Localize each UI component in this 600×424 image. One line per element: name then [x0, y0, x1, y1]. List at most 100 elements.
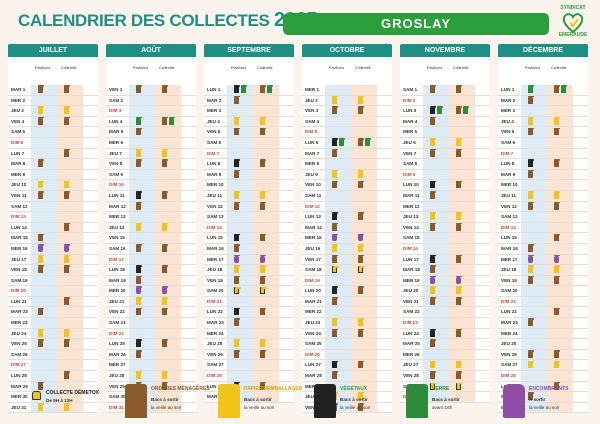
day-row: DIM 19	[302, 275, 392, 287]
day-label: VEN 19	[501, 277, 517, 283]
pavillons-cell	[521, 201, 547, 212]
demetox-bin-icon	[332, 266, 339, 274]
pavillons-cell	[31, 275, 57, 286]
bin-icons	[129, 127, 194, 136]
bin-icons	[423, 97, 488, 105]
day-label: MAR 23	[207, 320, 224, 326]
pavillons-cell	[129, 106, 155, 116]
legend-vegetal-line2: la veille au soir	[340, 405, 371, 410]
emballage-bin-icon	[259, 339, 266, 348]
pavillons-cell	[423, 286, 449, 296]
bin-icons	[325, 266, 390, 274]
day-row: SAM 12	[8, 201, 98, 213]
day-row: DIM 28	[204, 371, 294, 382]
day-label: DIM 7	[501, 150, 514, 156]
day-row: VEN 8	[106, 159, 196, 170]
day-row: DIM 12	[302, 201, 392, 213]
day-label: MAR 16	[207, 245, 224, 251]
day-label: MAR 2	[501, 97, 516, 103]
day-label: MER 2	[11, 97, 26, 103]
bin-icons	[31, 106, 96, 115]
bin-icons	[31, 97, 96, 105]
day-label: JEU 3	[11, 108, 24, 114]
collectifs-cell	[547, 286, 573, 296]
day-row: MAR 1	[8, 85, 98, 96]
ordure-bin-icon	[259, 275, 266, 284]
bin-icons	[521, 95, 586, 105]
pavillons-cell	[325, 318, 351, 328]
day-label: DIM 21	[501, 298, 516, 304]
bin-icons	[325, 340, 390, 348]
collectifs-cell	[57, 254, 83, 265]
day-label: SAM 15	[403, 235, 420, 241]
day-row: LUN 20	[302, 286, 392, 297]
collectifs-cell	[547, 116, 573, 127]
bin-icons	[423, 171, 488, 179]
collectifs-cell	[57, 243, 83, 254]
pavillons-cell	[325, 371, 351, 381]
day-row: MER 24	[498, 328, 588, 340]
day-row: LUN 3	[400, 106, 490, 117]
bin-icons	[325, 160, 390, 168]
collectifs-cell	[155, 212, 181, 222]
emballage-bin-icon	[161, 148, 168, 157]
collectifs-cell	[57, 339, 83, 349]
collectifs-cell	[547, 402, 573, 413]
encombrant-bin-icon	[37, 244, 44, 252]
pavillons-cell	[227, 137, 253, 148]
collectifs-cell	[253, 381, 279, 392]
day-row: MAR 23	[498, 318, 588, 329]
day-label: LUN 7	[11, 150, 25, 156]
collectifs-cell	[253, 254, 279, 265]
encombrant-bin-icon	[259, 254, 266, 263]
bin-icons	[325, 244, 390, 253]
pavillons-cell	[227, 159, 253, 169]
day-label: MER 5	[403, 129, 418, 135]
collectifs-cell	[57, 318, 83, 328]
pavillons-cell	[325, 222, 351, 233]
vegetal-bin-icon	[527, 159, 534, 168]
collectifs-cell	[449, 360, 475, 371]
day-label: LUN 3	[403, 108, 417, 114]
ordure-bin-icon	[37, 265, 44, 274]
bin-icons	[129, 307, 194, 316]
day-label: LUN 18	[109, 267, 125, 273]
bin-icons	[521, 213, 586, 221]
collectifs-cell	[253, 169, 279, 180]
demetox-icon	[32, 391, 41, 400]
day-label: MER 13	[109, 214, 126, 220]
day-label: VEN 10	[305, 182, 321, 188]
day-row: VEN 15	[106, 233, 196, 244]
day-label: SAM 18	[305, 267, 322, 273]
collectifs-cell	[155, 85, 181, 95]
bin-icons	[31, 254, 96, 264]
pavillons-cell	[325, 339, 351, 349]
pavillons-cell	[129, 190, 155, 201]
collectifs-cell	[155, 318, 181, 328]
vegetal-bin-icon	[429, 106, 436, 115]
emballage-bin-icon	[331, 244, 338, 252]
day-row: MAR 23	[204, 318, 294, 329]
collectifs-cell	[155, 116, 181, 127]
recycle-bin-icon	[218, 384, 240, 418]
collectifs-cell	[57, 95, 83, 106]
emballage-bin-icon	[63, 403, 70, 411]
day-label: SAM 6	[501, 139, 516, 145]
day-row: DIM 21	[498, 296, 588, 308]
ordure-bin-icon	[455, 328, 462, 337]
day-row: MER 9	[8, 169, 98, 181]
pavillons-cell	[325, 148, 351, 159]
ordure-bin-icon	[331, 148, 338, 157]
collectifs-cell	[253, 371, 279, 381]
collectifs-cell	[253, 116, 279, 127]
day-row: JEU 13	[400, 212, 490, 223]
bin-icons	[31, 351, 96, 359]
ordure-bin-icon	[527, 275, 534, 284]
day-label: SAM 13	[501, 214, 518, 220]
collectifs-cell	[449, 95, 475, 106]
day-label: MAR 26	[109, 351, 126, 357]
bin-icons	[521, 254, 586, 264]
pavillons-cell	[423, 307, 449, 318]
bin-icons	[227, 372, 292, 380]
day-label: MAR 2	[207, 97, 222, 103]
